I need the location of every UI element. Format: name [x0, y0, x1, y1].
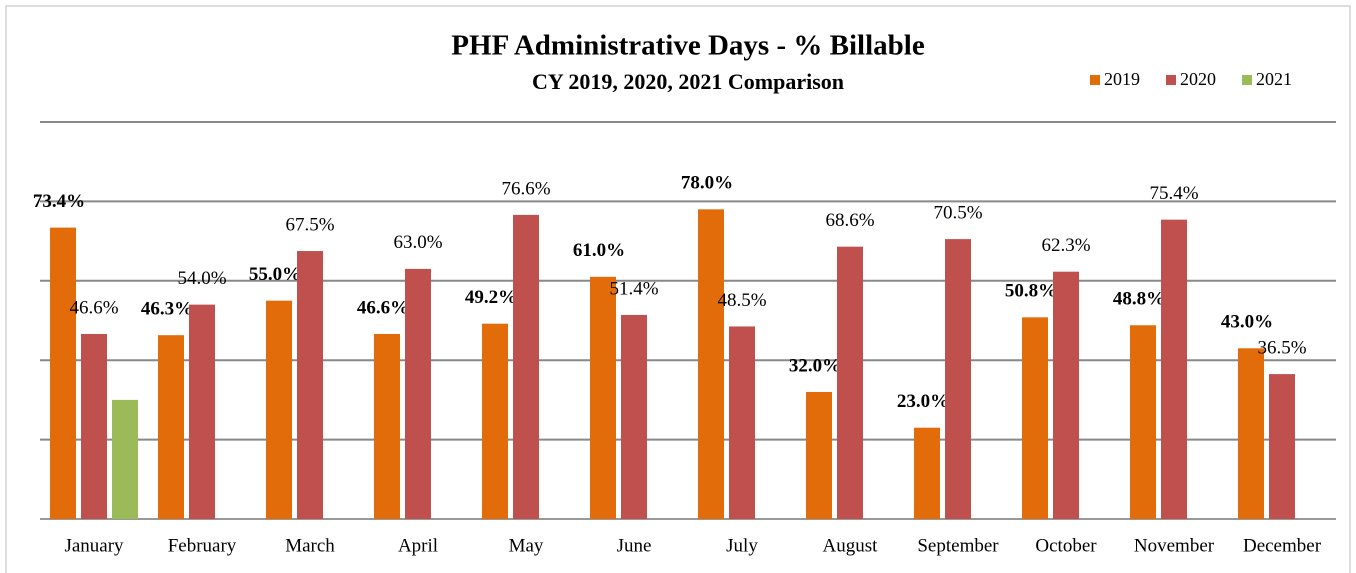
bar — [621, 314, 647, 519]
data-label: 61.0% — [573, 240, 625, 261]
x-tick-label: April — [398, 535, 438, 556]
x-tick-label: August — [823, 535, 879, 556]
legend-label: 2019 — [1104, 69, 1140, 89]
bar — [482, 323, 508, 519]
bar — [1053, 271, 1079, 519]
chart-subtitle: CY 2019, 2020, 2021 Comparison — [532, 69, 844, 94]
data-label: 43.0% — [1221, 312, 1273, 333]
data-label: 54.0% — [177, 268, 226, 289]
data-label: 67.5% — [285, 214, 334, 235]
bar — [590, 276, 616, 519]
data-label: 78.0% — [681, 173, 733, 194]
bar — [1130, 325, 1156, 519]
data-label: 63.0% — [393, 232, 442, 253]
legend-label: 2020 — [1180, 69, 1216, 89]
x-tick-label: February — [168, 535, 237, 556]
x-tick-label: September — [917, 535, 999, 556]
bar — [837, 246, 863, 519]
bar — [945, 239, 971, 520]
bar — [513, 214, 539, 519]
data-label: 55.0% — [249, 264, 301, 285]
x-tick-label: November — [1134, 535, 1215, 556]
data-label: 46.3% — [141, 299, 193, 320]
bar — [729, 326, 755, 519]
data-label: 46.6% — [69, 297, 118, 318]
bar — [297, 251, 323, 519]
data-label: 51.4% — [609, 278, 658, 299]
x-tick-label: March — [285, 535, 335, 556]
data-label: 46.6% — [357, 297, 409, 318]
x-tick-label: June — [617, 535, 652, 556]
bar — [405, 268, 431, 519]
bar — [189, 304, 215, 519]
x-tick-label: January — [64, 535, 124, 556]
bar — [1238, 348, 1264, 519]
bar — [50, 227, 76, 520]
bar — [1269, 374, 1295, 519]
bar — [112, 399, 138, 519]
x-tick-label: July — [726, 535, 758, 556]
bar — [1161, 219, 1187, 520]
data-label: 68.6% — [825, 210, 874, 231]
legend-label: 2021 — [1256, 69, 1292, 89]
bar — [806, 391, 832, 519]
data-label: 49.2% — [465, 287, 517, 308]
legend-swatch — [1090, 75, 1100, 85]
data-label: 48.5% — [717, 290, 766, 311]
bar — [158, 335, 184, 519]
legend-swatch — [1242, 75, 1252, 85]
data-label: 75.4% — [1149, 183, 1198, 204]
data-label: 23.0% — [897, 391, 949, 412]
chart-frame — [5, 5, 1351, 573]
x-tick-label: May — [509, 535, 544, 556]
data-label: 70.5% — [933, 202, 982, 223]
x-tick-label: October — [1035, 535, 1097, 556]
data-label: 76.6% — [501, 178, 550, 199]
data-label: 62.3% — [1041, 235, 1090, 256]
data-label: 73.4% — [33, 191, 85, 212]
bar — [81, 333, 107, 519]
data-label: 50.8% — [1005, 281, 1057, 302]
x-tick-label: December — [1243, 535, 1322, 556]
chart-title: PHF Administrative Days - % Billable — [451, 30, 925, 62]
bar — [266, 300, 292, 519]
data-label: 36.5% — [1257, 337, 1306, 358]
legend-swatch — [1166, 75, 1176, 85]
bar — [914, 427, 940, 519]
bar — [698, 209, 724, 519]
bar — [374, 333, 400, 519]
data-label: 32.0% — [789, 355, 841, 376]
bar — [1022, 317, 1048, 519]
data-label: 48.8% — [1113, 289, 1165, 310]
